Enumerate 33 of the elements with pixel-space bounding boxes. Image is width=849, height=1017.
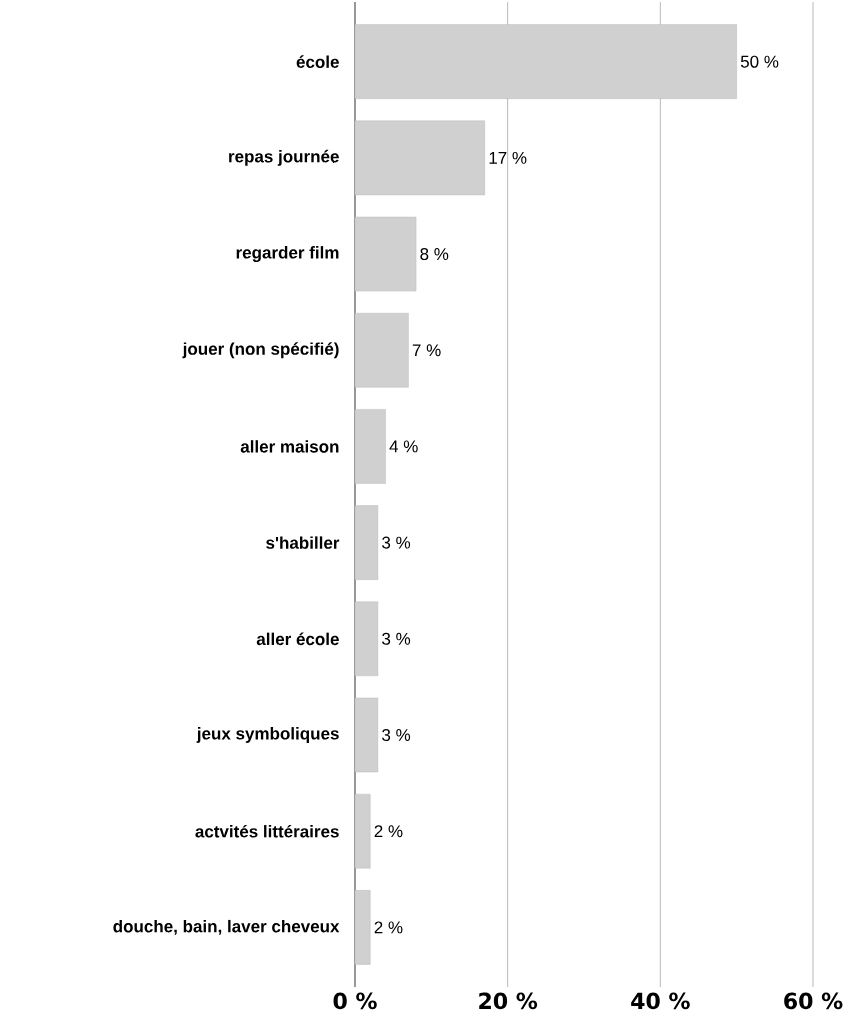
data-label: 3 %	[382, 632, 411, 645]
x-tick-label: 0 %	[333, 992, 377, 1010]
y-tick-label: jouer (non spécifié)	[182, 342, 339, 359]
bar	[354, 216, 417, 292]
data-label: 4 %	[389, 440, 418, 453]
y-tick-label: regarder film	[236, 246, 339, 262]
bar	[354, 601, 379, 677]
y-tick-label: douche, bain, laver cheveux	[113, 919, 340, 935]
y-tick-label: jeux symboliques	[196, 727, 339, 743]
y-tick-label: actvités littéraires	[195, 824, 339, 838]
x-tick-label: 20 %	[479, 992, 538, 1010]
bar	[354, 793, 371, 869]
data-label: 50 %	[740, 55, 779, 68]
data-label: 2 %	[374, 921, 403, 934]
data-label: 3 %	[382, 728, 411, 742]
y-tick-label: école	[296, 55, 339, 68]
bar	[354, 409, 386, 484]
x-tick-label: 60 %	[784, 992, 843, 1010]
data-label: 17 %	[489, 151, 527, 164]
bar	[354, 890, 371, 965]
bar	[354, 697, 379, 773]
data-label: 3 %	[382, 536, 411, 549]
y-tick-label: aller maison	[240, 440, 339, 453]
data-label: 8 %	[420, 248, 449, 261]
x-tick-label: 40 %	[631, 992, 690, 1010]
data-label: 2 %	[374, 825, 403, 838]
y-tick-label: s'habiller	[266, 536, 340, 549]
y-tick-label: repas journée	[229, 149, 339, 166]
y-tick-label: aller école	[256, 632, 339, 646]
bar	[354, 505, 379, 580]
bar	[354, 313, 409, 388]
data-label: 7 %	[412, 344, 441, 357]
bar	[354, 120, 485, 196]
